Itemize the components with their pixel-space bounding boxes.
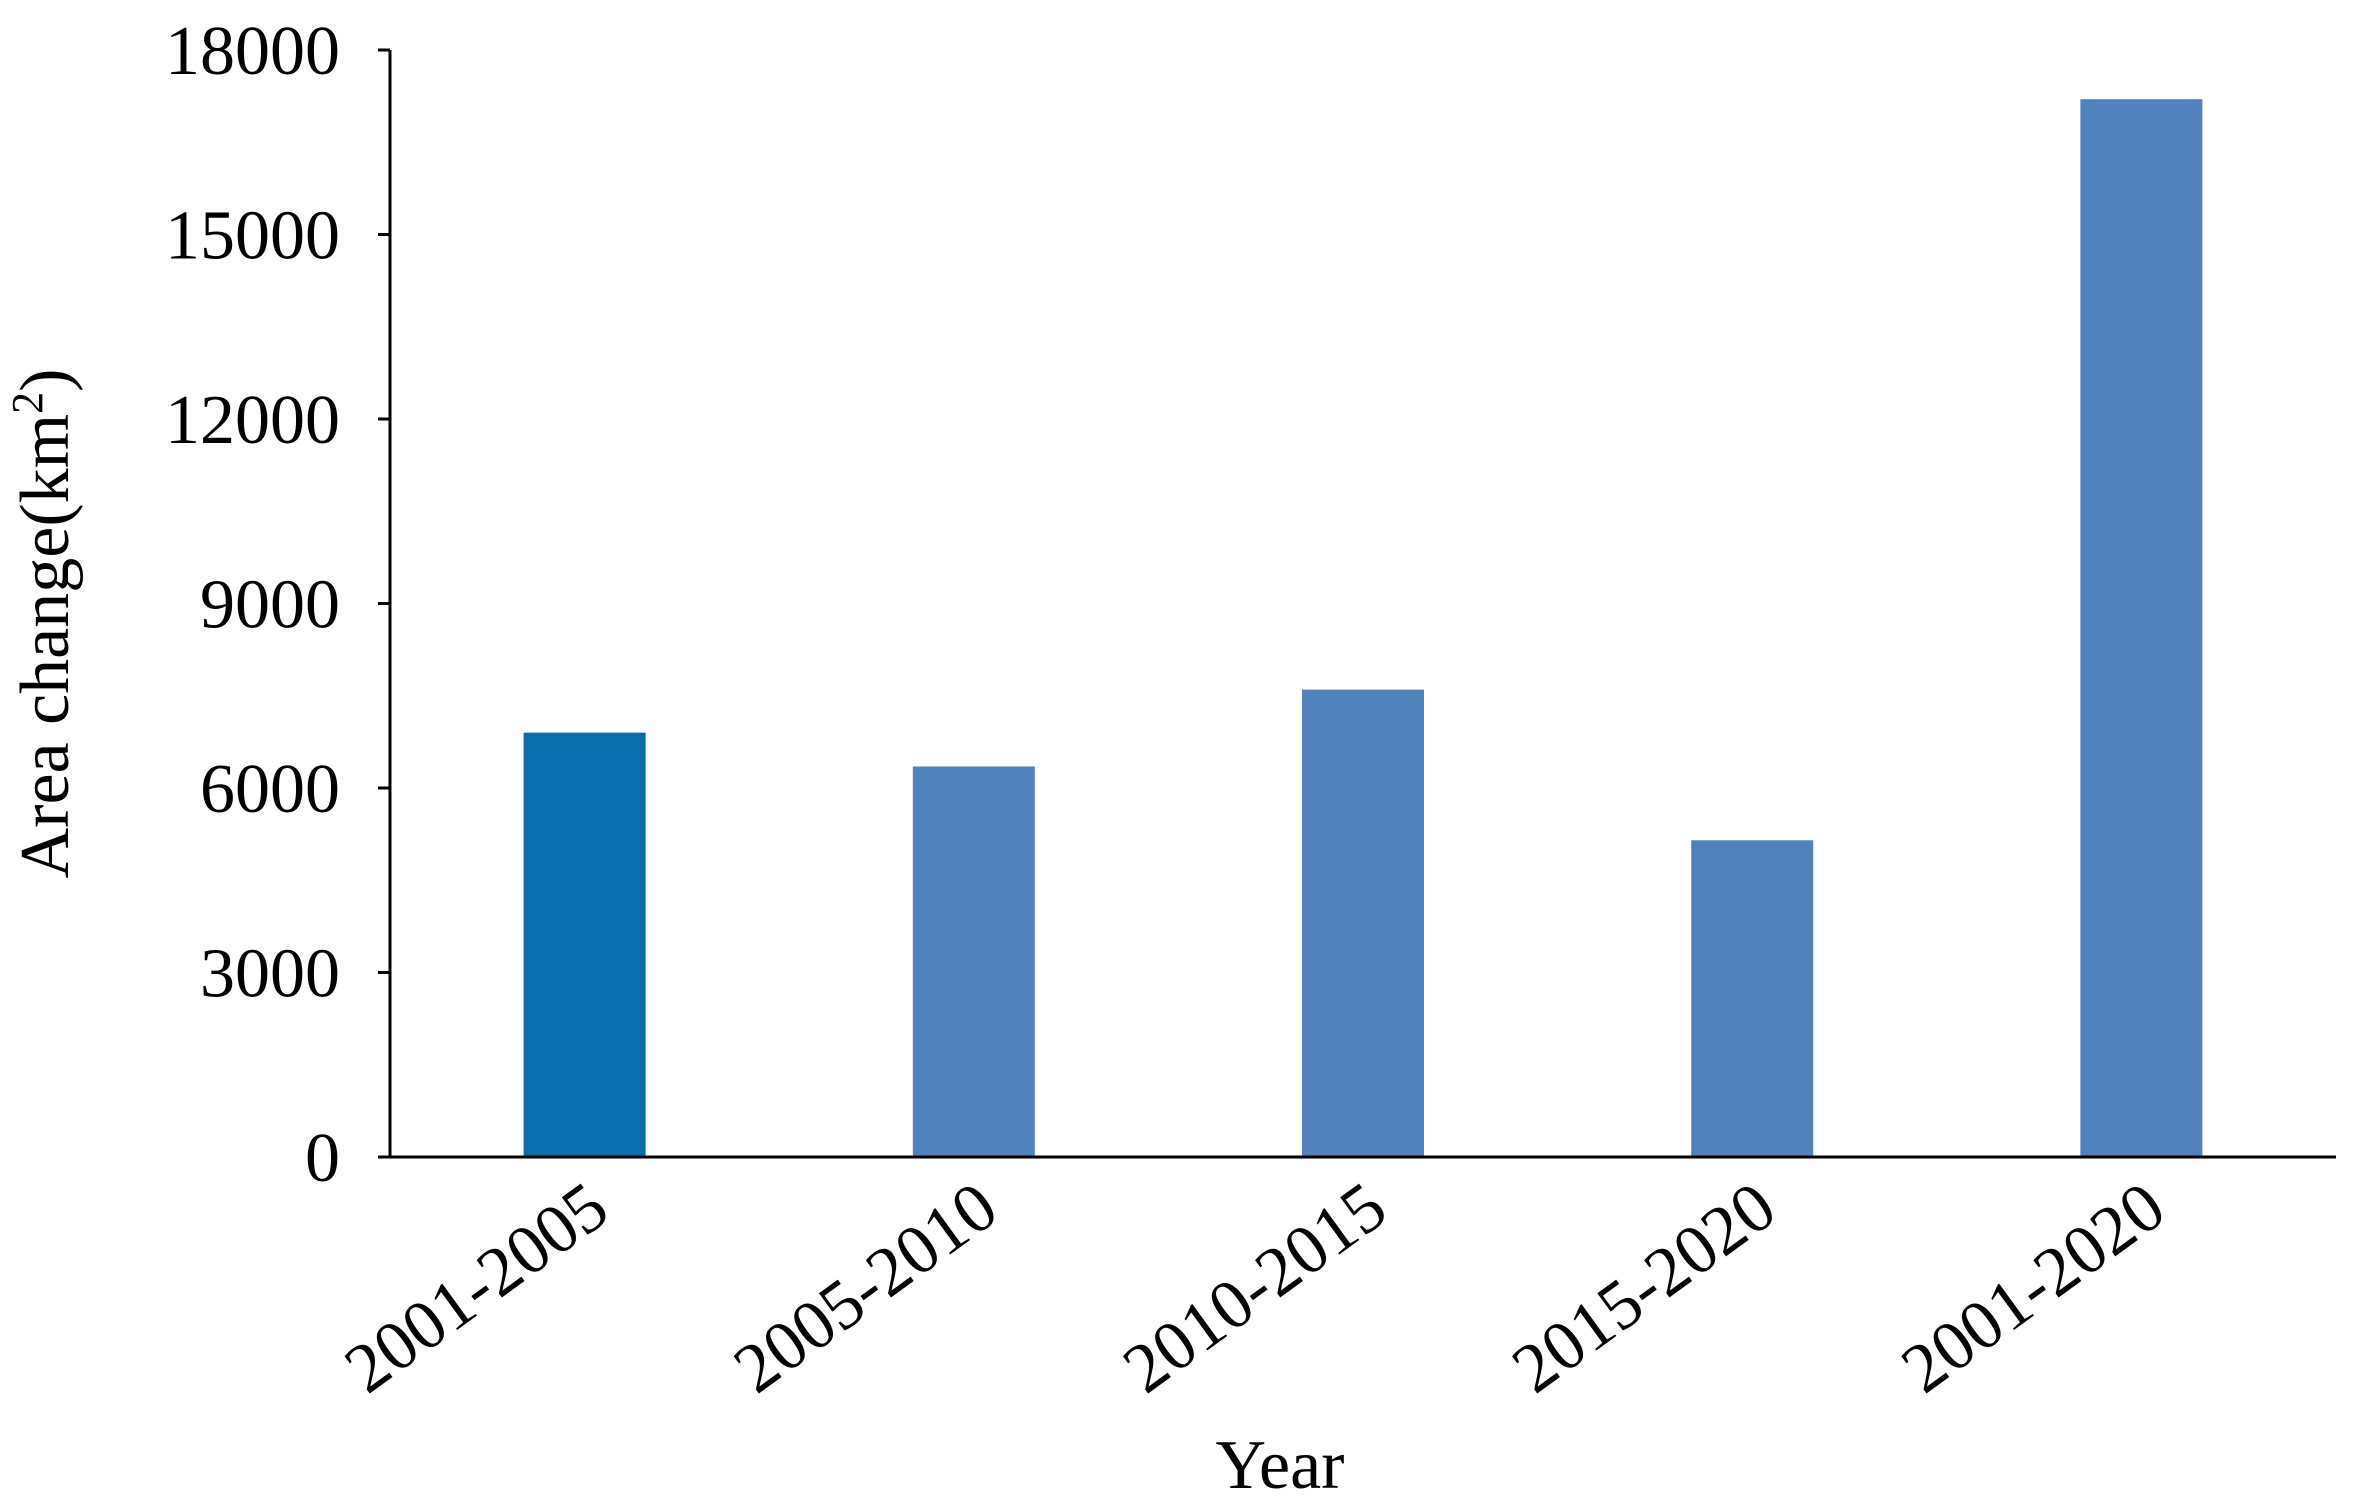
y-tick-label: 18000 <box>165 13 340 90</box>
x-tick-label-2001-2005: 2001-2005 <box>331 1168 622 1409</box>
x-axis-title: Year <box>1216 1427 1345 1504</box>
y-tick-label: 3000 <box>200 936 340 1013</box>
bar-2015-2020 <box>1691 840 1814 1157</box>
y-tick-label: 0 <box>305 1120 340 1197</box>
x-tick-label-2005-2010: 2005-2010 <box>721 1168 1012 1409</box>
x-axis-tick-labels: 2001-2005 2005-2010 2010-2015 2015-2020 2001… <box>331 1168 2178 1409</box>
y-tick-label: 12000 <box>165 382 340 459</box>
y-axis-title: Area change(km2) <box>3 369 84 879</box>
x-tick-label-2001-2020: 2001-2020 <box>1888 1168 2179 1409</box>
bar-2001-2020 <box>2080 99 2203 1158</box>
y-axis-ticks: 0 3000 6000 9000 12000 15000 18000 <box>165 13 390 1197</box>
bar-2005-2010 <box>912 766 1035 1157</box>
bar-2001-2005 <box>523 732 646 1157</box>
x-tick-label-2015-2020: 2015-2020 <box>1499 1168 1790 1409</box>
bar-2010-2015 <box>1302 689 1424 1157</box>
y-axis-title-close: ) <box>7 369 84 392</box>
y-axis-title-superscript: 2 <box>3 392 52 414</box>
y-tick-label: 6000 <box>200 751 340 828</box>
x-tick-label-2010-2015: 2010-2015 <box>1110 1168 1401 1409</box>
y-tick-label: 9000 <box>200 567 340 644</box>
y-axis-title-main: Area change(km <box>7 414 84 878</box>
y-tick-label: 15000 <box>165 198 340 275</box>
bars <box>523 99 2203 1158</box>
